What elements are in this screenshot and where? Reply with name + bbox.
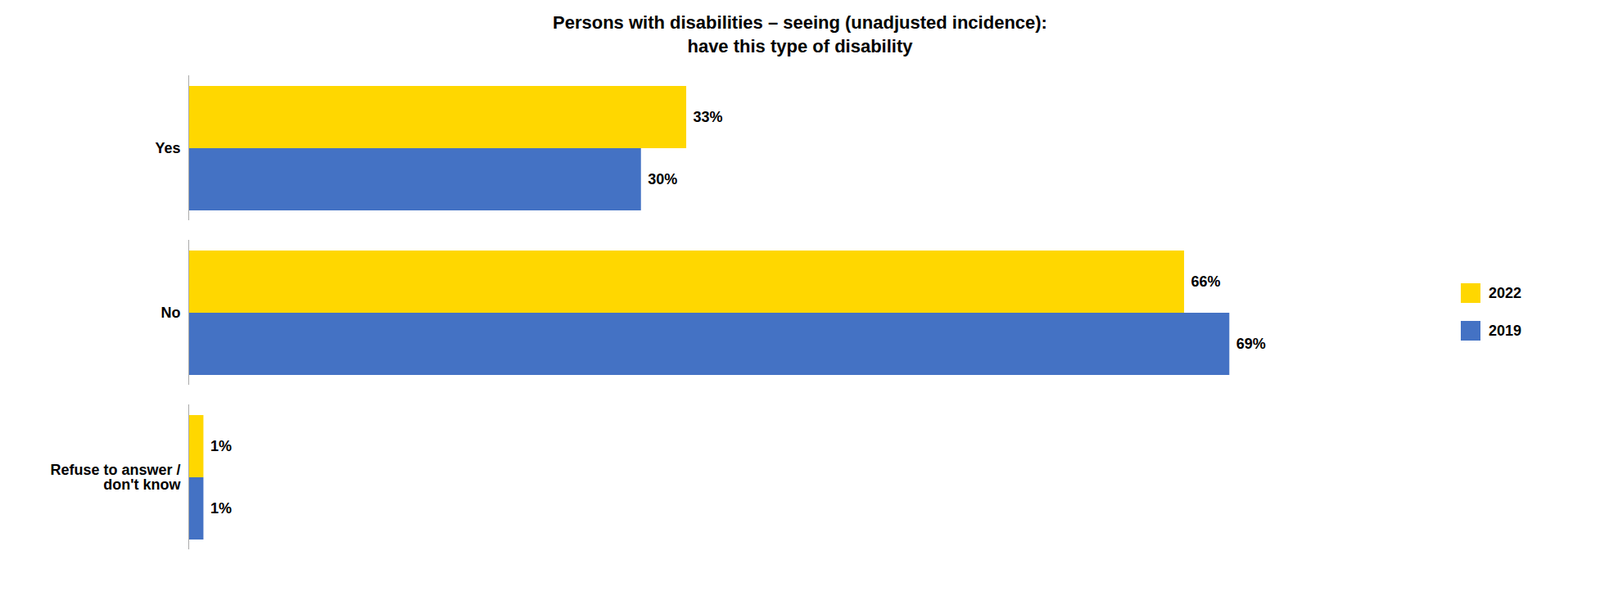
svg-text:No: No: [161, 304, 181, 321]
svg-text:33%: 33%: [693, 108, 724, 126]
svg-text:1%: 1%: [210, 438, 232, 455]
html-text:Persons with disabilities – se: Persons with disabilities – seeing (unad…: [552, 12, 1048, 57]
html-text:2019: 2019: [1488, 322, 1522, 339]
html-text:2022: 2022: [1488, 284, 1522, 302]
svg-text:Yes: Yes: [154, 140, 181, 157]
svg-text:1%: 1%: [210, 500, 232, 517]
svg-text:66%: 66%: [1191, 273, 1221, 290]
svg-text:Refuse to answer /don't know: Refuse to answer /don't know: [49, 461, 181, 493]
svg-text:69%: 69%: [1236, 335, 1266, 353]
svg-text:30%: 30%: [647, 171, 678, 188]
